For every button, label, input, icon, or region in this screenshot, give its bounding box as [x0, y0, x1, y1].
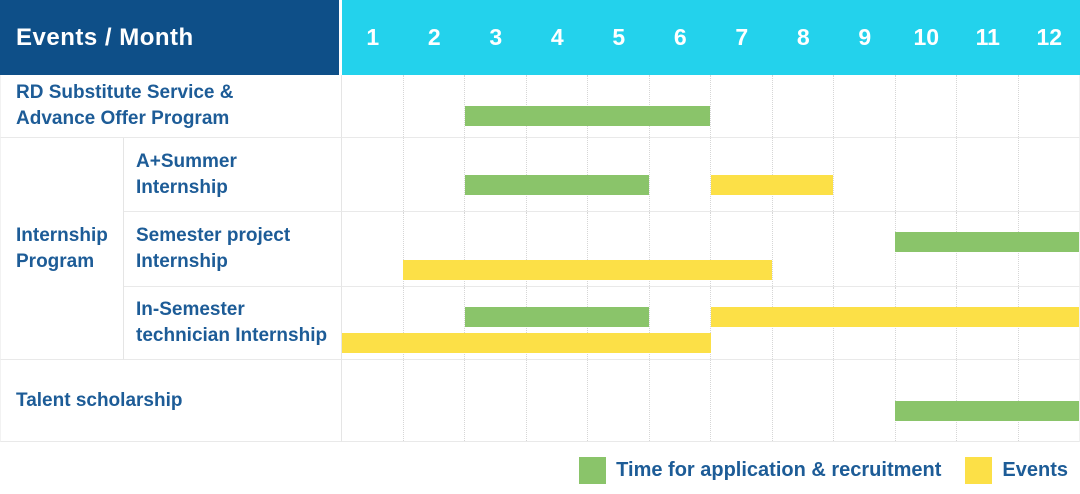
legend-label-events: Events	[1002, 459, 1068, 481]
gantt-bar-events	[710, 307, 1079, 327]
month-gridline	[710, 212, 772, 286]
month-gridline	[833, 138, 895, 211]
gantt-bar-events	[710, 174, 834, 195]
month-gridline	[342, 75, 403, 137]
month-header-row: 1 2 3 4 5 6 7 8 9 10 11 12	[342, 0, 1080, 75]
row-label-a-plus-summer: A+Summer Internship	[124, 138, 342, 212]
month-label: 4	[550, 24, 564, 50]
month-gridline	[587, 360, 649, 441]
month-gridline	[894, 75, 957, 137]
month-gridline	[648, 138, 711, 211]
month-label: 6	[673, 24, 687, 50]
month-gridline	[771, 212, 834, 286]
chart-row-rd-substitute	[342, 75, 1080, 138]
events-swatch	[965, 457, 993, 484]
month-label: 2	[427, 24, 441, 50]
legend: Time for application & recruitment Event…	[579, 457, 1068, 484]
gantt-bar-application	[464, 106, 711, 126]
month-gridline	[464, 212, 526, 286]
month-gridline	[402, 75, 465, 137]
month-label: 8	[796, 24, 810, 50]
gantt-bar-application	[894, 400, 1079, 421]
month-gridline	[771, 75, 834, 137]
chart-row-in-semester-technician	[342, 287, 1080, 360]
row-label-rd-substitute: RD Substitute Service & Advance Offer Pr…	[0, 75, 342, 138]
header-title-cell: Events / Month	[0, 0, 342, 75]
month-gridline	[525, 360, 588, 441]
month-gridline	[402, 212, 465, 286]
gantt-bar-application	[464, 307, 650, 327]
row-label-semester-project: Semester project Internship	[124, 212, 342, 287]
month-label: 12	[1036, 24, 1063, 50]
month-gridline	[464, 360, 526, 441]
group-label-internship-program: Internship Program	[0, 138, 124, 360]
gantt-bar-application	[464, 174, 650, 195]
month-gridline	[1017, 75, 1080, 137]
month-gridline	[402, 138, 465, 211]
month-gridline	[402, 287, 465, 359]
month-gridline	[710, 360, 772, 441]
month-gridline	[342, 212, 403, 286]
gantt-bar-application	[894, 232, 1079, 252]
month-gridline	[464, 75, 526, 137]
month-label: 1	[366, 24, 380, 50]
month-gridline	[648, 360, 711, 441]
month-gridline	[833, 360, 895, 441]
month-gridline	[833, 75, 895, 137]
chart-row-semester-project	[342, 212, 1080, 287]
month-gridline	[710, 75, 772, 137]
month-gridline	[342, 138, 403, 211]
month-gridline	[525, 212, 588, 286]
legend-item-application: Time for application & recruitment	[579, 457, 941, 484]
row-label-in-semester-technician: In-Semester technician Internship	[124, 287, 342, 360]
application-swatch	[579, 457, 607, 484]
month-gridline	[464, 287, 526, 359]
gantt-bar-events	[342, 333, 711, 353]
month-gridline	[710, 287, 772, 359]
chart-row-a-plus-summer	[342, 138, 1080, 212]
month-label: 11	[975, 24, 1000, 50]
month-gridline	[587, 212, 649, 286]
gantt-table: Events / Month 1 2 3 4 5 6 7 8 9 10 11 12 RD Substi…	[0, 0, 1080, 442]
month-gridline	[956, 138, 1018, 211]
month-gridline	[833, 212, 895, 286]
month-label: 10	[913, 24, 940, 50]
chart-row-talent-scholarship	[342, 360, 1080, 442]
month-gridline	[648, 212, 711, 286]
month-gridline	[464, 138, 526, 211]
month-gridline	[402, 360, 465, 441]
legend-item-events: Events	[965, 457, 1068, 484]
month-gridline	[342, 360, 403, 441]
month-gridline	[710, 138, 772, 211]
row-label-talent-scholarship: Talent scholarship	[0, 360, 342, 442]
month-gridline	[894, 138, 957, 211]
month-gridline	[956, 75, 1018, 137]
month-label: 7	[735, 24, 749, 50]
month-label: 3	[489, 24, 503, 50]
month-gridline	[771, 360, 834, 441]
month-gridline	[1017, 138, 1080, 211]
month-label: 9	[858, 24, 872, 50]
header-title: Events / Month	[16, 23, 194, 51]
gantt-bar-events	[403, 260, 772, 280]
legend-label-application: Time for application & recruitment	[616, 459, 942, 481]
month-label: 5	[612, 24, 626, 50]
